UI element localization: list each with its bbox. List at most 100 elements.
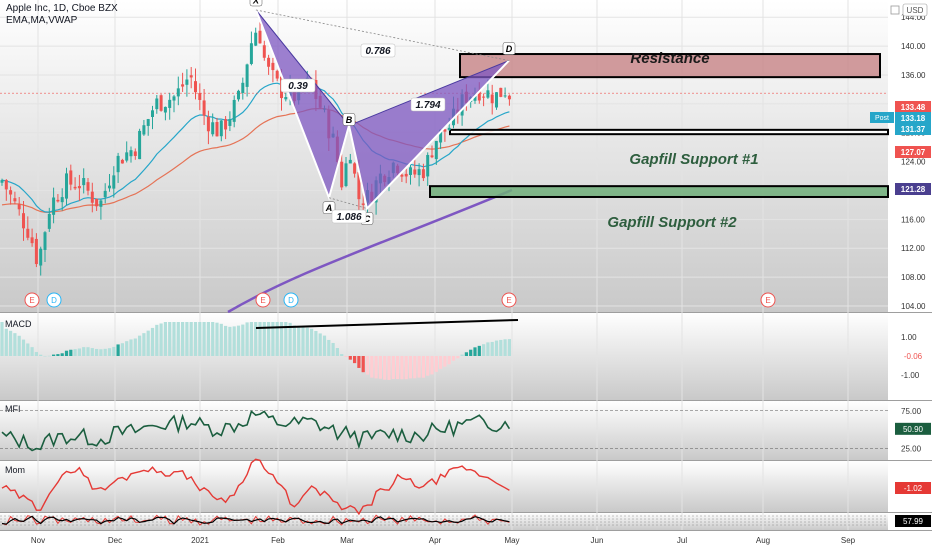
time-tick-label: Dec: [108, 536, 122, 545]
candle-body: [155, 98, 159, 110]
pattern-point-box: [322, 201, 336, 214]
macd-bar: [456, 356, 460, 359]
macd-bar: [95, 348, 99, 356]
mom-pane: [0, 461, 888, 512]
ratio-label: 0.39: [288, 81, 308, 92]
macd-bar: [305, 327, 309, 356]
event-marker-label: E: [506, 296, 511, 305]
macd-bar: [142, 333, 146, 356]
macd-bar: [447, 356, 451, 365]
event-marker-label: D: [51, 296, 57, 305]
macd-bar: [271, 322, 275, 356]
macd-bar: [172, 322, 176, 356]
candle-body: [30, 237, 34, 244]
candle-body: [65, 173, 68, 199]
macd-bar: [297, 326, 301, 356]
candle-body: [490, 94, 494, 104]
macd-tick-label: 1.00: [901, 333, 917, 342]
macd-bar: [146, 330, 150, 356]
candle-body: [215, 122, 219, 137]
macd-bar: [249, 322, 253, 356]
ratio-label: 1.086: [336, 212, 361, 223]
time-tick-label: Aug: [756, 536, 770, 545]
pattern-point-label: B: [346, 115, 353, 125]
candle-body: [26, 228, 30, 238]
candle-body: [129, 150, 133, 157]
pattern-point-a: A: [322, 201, 336, 214]
macd-bar: [133, 338, 137, 356]
mfi-value-badge: [895, 422, 931, 435]
macd-bar: [77, 348, 81, 356]
candle-body: [473, 94, 477, 101]
pattern-point-x: X: [249, 0, 263, 7]
candle-body: [439, 129, 443, 143]
mom-line: [1, 458, 510, 516]
macd-bar: [56, 354, 60, 356]
candle-body: [181, 84, 185, 87]
macd-bar: [60, 353, 64, 356]
time-tick-label: Sep: [841, 536, 856, 545]
event-marker: [24, 292, 40, 308]
symbol-title[interactable]: Apple Inc, 1D, Cboe BZX: [6, 3, 118, 14]
macd-bar: [26, 343, 30, 356]
macd-bar: [396, 356, 400, 380]
candle-body: [43, 232, 47, 250]
macd-bar: [460, 354, 464, 356]
macd-tick-label: -1.00: [901, 371, 920, 380]
macd-bar: [52, 354, 56, 356]
macd-bar: [163, 322, 167, 356]
macd-bar: [443, 356, 447, 367]
candle-body: [172, 96, 176, 101]
candle-body: [237, 90, 240, 100]
event-marker: [283, 292, 299, 308]
macd-bar: [224, 325, 228, 356]
macd-bar: [387, 356, 391, 380]
macd-bar: [503, 339, 507, 356]
macd-bar: [39, 354, 43, 356]
candle-body: [421, 169, 425, 179]
macd-bar: [189, 322, 193, 356]
candle-body: [163, 106, 167, 113]
event-marker: [255, 292, 271, 308]
macd-bar: [499, 339, 503, 356]
indicator-list[interactable]: EMA,MA,VWAP: [6, 15, 78, 26]
macd-bar: [378, 356, 382, 379]
price-tick-label: 140.00: [901, 42, 926, 51]
candle-body: [56, 199, 60, 202]
macd-bar: [340, 354, 344, 356]
candle-body: [275, 70, 279, 79]
pattern-point-label: X: [252, 0, 260, 6]
lock-icon: [890, 5, 900, 15]
macd-bar: [464, 352, 468, 356]
macd-bar: [434, 356, 438, 372]
candle-body: [262, 45, 266, 58]
candle-body: [189, 75, 193, 78]
pattern-point-d: D: [502, 42, 516, 55]
price-tick-label: 136.00: [901, 71, 926, 80]
macd-bar: [176, 322, 180, 356]
event-marker-label: D: [288, 296, 294, 305]
macd-bar: [439, 356, 443, 369]
candle-body: [133, 151, 137, 156]
candle-body: [284, 97, 288, 100]
candle-body: [271, 62, 275, 71]
mfi-pane: [0, 401, 888, 460]
price-badge-label: 133.18: [901, 114, 926, 123]
candle-body: [69, 170, 73, 185]
macd-bar: [43, 355, 47, 357]
candle-body: [258, 30, 262, 44]
candle-body: [39, 248, 43, 266]
macd-bar: [64, 350, 69, 356]
candle-body: [198, 93, 202, 100]
candle-body: [443, 129, 447, 132]
candle-body: [99, 200, 103, 207]
candle-body: [340, 161, 344, 188]
time-tick-label: Jun: [591, 536, 604, 545]
candle-body: [344, 163, 348, 187]
mfi-tick-label: 75.00: [901, 407, 922, 416]
candle-body: [267, 57, 271, 67]
macd-bar: [507, 339, 511, 356]
macd-bar: [90, 348, 94, 356]
price-tick-label: 116.00: [901, 215, 925, 224]
